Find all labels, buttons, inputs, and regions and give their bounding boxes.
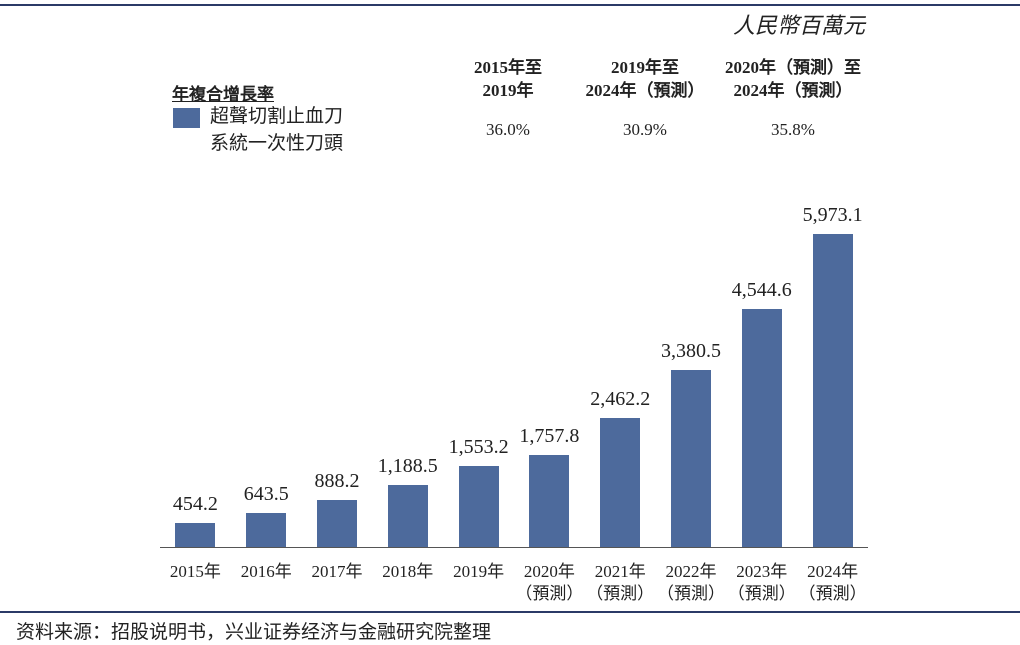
unit-label: 人民幣百萬元 — [732, 13, 865, 38]
value-label: 1,553.2 — [448, 435, 509, 458]
bar — [671, 369, 711, 547]
x-tick-label: 2017年 — [311, 562, 363, 581]
bar — [317, 500, 357, 547]
bar — [387, 484, 428, 547]
bar — [529, 454, 570, 547]
x-tick-label: 2018年 — [382, 562, 434, 581]
cagr-value: 35.8% — [771, 120, 815, 139]
value-label: 1,757.8 — [519, 424, 580, 447]
x-axis — [160, 547, 868, 548]
x-tick-label: 2021年 （預測） — [586, 562, 655, 603]
bar — [175, 523, 216, 547]
bar — [741, 308, 782, 547]
value-label: 454.2 — [172, 493, 218, 516]
bar — [246, 513, 287, 547]
value-label: 643.5 — [243, 483, 289, 506]
value-label: 888.2 — [314, 470, 360, 493]
cagr-value: 36.0% — [486, 120, 530, 139]
value-label: 5,973.1 — [802, 204, 863, 226]
value-label: 1,188.5 — [377, 454, 438, 477]
value-label: 4,544.6 — [731, 278, 792, 301]
bar — [812, 234, 853, 547]
cagr-title: 年複合增長率 — [172, 85, 274, 104]
legend-label: 超聲切割止血刀 系統一次性刀頭 — [210, 106, 344, 154]
x-tick-label: 2022年 （預測） — [657, 562, 725, 603]
x-tick-label: 2020年 （預測） — [515, 562, 584, 603]
value-label: 2,462.2 — [590, 387, 651, 410]
cagr-header: 2019年至 2024年（預測） — [585, 58, 705, 100]
value-label: 3,380.5 — [661, 339, 721, 362]
source-note: 资料来源：招股说明书，兴业证券经济与金融研究院整理 — [16, 622, 492, 644]
x-tick-label: 2019年 — [453, 562, 505, 581]
x-tick-label: 2016年 — [240, 562, 292, 581]
x-tick-label: 2024年 （預測） — [798, 562, 867, 603]
x-tick-label: 2015年 — [169, 562, 221, 581]
legend-swatch — [173, 108, 200, 128]
bar — [600, 417, 641, 547]
cagr-value: 30.9% — [623, 120, 667, 139]
bar — [458, 465, 499, 547]
bottom-rule — [0, 611, 1020, 613]
x-tick-label: 2023年 （預測） — [727, 562, 796, 603]
top-rule — [0, 4, 1020, 6]
cagr-header: 2015年至 2019年 — [474, 58, 542, 100]
cagr-header: 2020年（預測）至 2024年（預測） — [725, 58, 861, 100]
